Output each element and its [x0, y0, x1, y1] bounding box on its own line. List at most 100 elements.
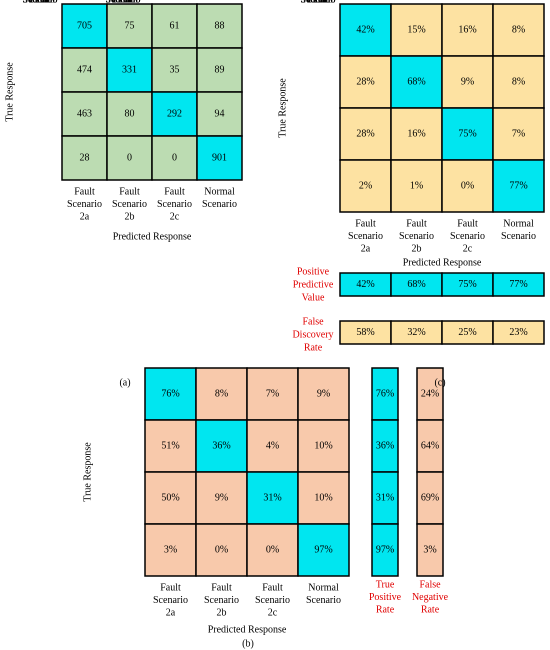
row-label: Scenario	[23, 0, 58, 5]
cell-value: 0%	[461, 180, 474, 191]
cell-value: 68%	[407, 76, 425, 87]
matrix-cell	[106, 135, 153, 181]
cell-value: 292	[167, 108, 182, 119]
cell-value: 0	[172, 152, 177, 163]
matrix-cell	[196, 135, 243, 181]
col-label: Scenario	[202, 199, 237, 210]
matrix-cell	[441, 3, 494, 57]
row-label: Scenario	[23, 0, 58, 5]
cell-value: 0%	[215, 544, 228, 555]
matrix-cell	[492, 55, 545, 109]
col-label: Scenario	[450, 231, 485, 242]
row-label: 2b	[35, 0, 45, 5]
cell-value: 42%	[356, 24, 374, 35]
rate-value: 3%	[423, 544, 436, 555]
col-label: Fault	[355, 218, 376, 229]
rate-value: 42%	[356, 279, 374, 290]
cell-value: 463	[77, 108, 92, 119]
rate-cell	[416, 523, 444, 577]
rate-label: Value	[302, 292, 325, 303]
rate-label: False	[302, 316, 324, 327]
col-label: Fault	[119, 186, 140, 197]
rate-value: 64%	[421, 440, 439, 451]
cell-value: 35	[170, 64, 180, 75]
rate-value: 24%	[421, 388, 439, 399]
rate-value: 23%	[509, 327, 527, 338]
row-label: Fault	[30, 0, 51, 5]
row-label: Fault	[113, 0, 134, 5]
row-label: 2b	[118, 0, 128, 5]
row-label: 2a	[118, 0, 128, 5]
x-axis-label: Predicted Response	[113, 231, 192, 242]
row-label: Scenario	[301, 0, 336, 5]
col-label: Scenario	[306, 595, 341, 606]
cell-value: 0	[127, 152, 132, 163]
rate-cell	[416, 419, 444, 473]
matrix-cell	[390, 55, 443, 109]
matrix-cell	[246, 523, 299, 577]
y-axis-label: True Response	[4, 62, 15, 122]
rate-value: 76%	[376, 388, 394, 399]
cell-value: 901	[212, 152, 227, 163]
row-label: Scenario	[23, 0, 58, 5]
matrix-cell	[61, 3, 108, 49]
rate-label: Positive	[297, 266, 330, 277]
rate-label: Rate	[421, 604, 440, 615]
cell-value: 61	[170, 20, 180, 31]
rate-label: Rate	[304, 342, 323, 353]
matrix-cell	[297, 523, 350, 577]
matrix-cell	[195, 471, 248, 525]
matrix-cell	[441, 159, 494, 213]
col-label: Fault	[457, 218, 478, 229]
row-label: Fault	[308, 0, 329, 5]
rate-label: Rate	[376, 604, 395, 615]
matrix-cell	[390, 107, 443, 161]
col-label: Fault	[211, 582, 232, 593]
cell-value: 97%	[314, 544, 332, 555]
col-label: Scenario	[204, 595, 239, 606]
col-label: Scenario	[348, 231, 383, 242]
matrix-cell	[297, 367, 350, 421]
cell-value: 10%	[314, 492, 332, 503]
col-label: 2c	[268, 607, 278, 618]
matrix-cell	[492, 159, 545, 213]
matrix-cell	[106, 47, 153, 93]
row-label: Scenario	[301, 0, 336, 5]
rate-label: False	[419, 579, 441, 590]
cell-value: 88	[215, 20, 225, 31]
rate-cell	[492, 272, 545, 297]
matrix-cell	[144, 523, 197, 577]
cell-value: 9%	[317, 388, 330, 399]
rate-value: 77%	[509, 279, 527, 290]
rate-cell	[416, 367, 444, 421]
cell-value: 474	[77, 64, 92, 75]
col-label: 2b	[217, 607, 227, 618]
col-label: Fault	[74, 186, 95, 197]
col-label: 2b	[125, 211, 135, 222]
cell-value: 7%	[512, 128, 525, 139]
row-label: 2b	[313, 0, 323, 5]
rate-value: 97%	[376, 544, 394, 555]
col-label: Normal	[503, 218, 534, 229]
col-label: 2a	[80, 211, 90, 222]
cell-value: 51%	[161, 440, 179, 451]
x-axis-label: Predicted Response	[208, 624, 287, 635]
rate-cell	[371, 523, 399, 577]
row-label: 2c	[313, 0, 323, 5]
cell-value: 77%	[509, 180, 527, 191]
rate-cell	[371, 471, 399, 525]
matrix-cell	[106, 91, 153, 137]
cell-value: 3%	[164, 544, 177, 555]
rate-label: Negative	[412, 592, 449, 603]
row-label: 2a	[35, 0, 45, 5]
cell-value: 89	[215, 64, 225, 75]
col-label: Fault	[160, 582, 181, 593]
rate-value: 31%	[376, 492, 394, 503]
rate-cell	[371, 367, 399, 421]
col-label: 2c	[170, 211, 180, 222]
y-axis-label: True Response	[277, 78, 288, 138]
matrix-cell	[196, 47, 243, 93]
row-label: Fault	[30, 0, 51, 5]
cell-value: 705	[77, 20, 92, 31]
